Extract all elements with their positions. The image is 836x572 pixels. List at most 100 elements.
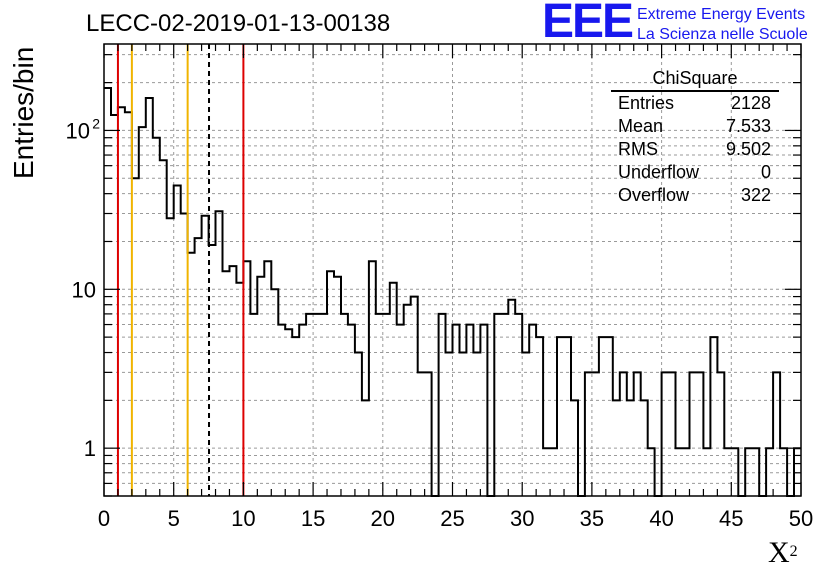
histogram-bin <box>376 314 383 496</box>
histogram-bin <box>529 325 536 496</box>
histogram-bin <box>292 337 299 496</box>
x-axis-label: X2 <box>768 536 798 570</box>
y-tick-label-superscript: 2 <box>92 115 100 131</box>
histogram-bin <box>446 353 453 496</box>
x-tick-label: 10 <box>231 506 255 531</box>
histogram-bin <box>689 372 696 496</box>
histogram-bin <box>766 448 773 496</box>
histogram-bin <box>222 271 229 496</box>
histogram-bin <box>669 372 676 496</box>
stats-box: ChiSquare Entries 2128 Mean 7.533 RMS 9.502… <box>611 66 779 207</box>
histogram-bin <box>404 305 411 496</box>
histogram-bin <box>327 271 334 496</box>
histogram-bin <box>306 314 313 496</box>
histogram-bin <box>710 337 717 496</box>
x-tick-label: 0 <box>98 506 110 531</box>
chart-title: LECC-02-2019-01-13-00138 <box>86 10 391 37</box>
histogram-bin <box>557 337 564 496</box>
histogram-bin <box>606 337 613 496</box>
histogram-bin <box>313 314 320 496</box>
histogram-bin <box>627 400 634 496</box>
stats-row-rms: RMS 9.502 <box>611 138 779 161</box>
histogram-bin <box>453 325 460 496</box>
stats-value: 9.502 <box>725 139 771 159</box>
histogram-bin <box>536 337 543 496</box>
stats-row-mean: Mean 7.533 <box>611 115 779 138</box>
histogram-bin <box>515 314 522 496</box>
histogram-bin <box>571 400 578 496</box>
histogram-bin <box>418 372 425 496</box>
histogram-bin <box>369 261 376 496</box>
histogram-bin <box>229 266 236 496</box>
histogram-bin <box>153 138 160 496</box>
x-tick-label: 35 <box>580 506 604 531</box>
stats-value: 322 <box>740 185 771 205</box>
histogram-bin <box>146 98 153 496</box>
histogram-bin <box>167 218 174 496</box>
x-tick-label: 15 <box>301 506 325 531</box>
histogram-bin <box>243 261 250 496</box>
histogram-bin <box>662 372 669 496</box>
histogram-bin <box>362 400 369 496</box>
histogram-bin <box>278 325 285 496</box>
histogram-bin <box>641 400 648 496</box>
x-axis-label-superscript: 2 <box>789 543 798 560</box>
histogram-bin <box>676 448 683 496</box>
histogram-bin <box>181 214 188 496</box>
x-tick-label: 20 <box>371 506 395 531</box>
histogram-bin <box>250 314 257 496</box>
stats-row-entries: Entries 2128 <box>611 92 779 115</box>
x-tick-label: 40 <box>649 506 673 531</box>
histogram-bin <box>724 448 731 496</box>
histogram-series <box>104 87 801 497</box>
histogram-bin <box>160 160 167 496</box>
x-tick-label: 50 <box>789 506 813 531</box>
histogram-bin <box>585 372 592 496</box>
logo-mark: EEE <box>542 0 634 48</box>
histogram-bin <box>390 283 397 496</box>
histogram-bin <box>634 372 641 496</box>
histogram-bin <box>683 448 690 496</box>
histogram-bin <box>439 314 446 496</box>
histogram-bin <box>257 277 264 496</box>
x-axis-label-base: X <box>768 536 790 569</box>
histogram-bin <box>236 283 243 496</box>
histogram-bin <box>543 448 550 496</box>
histogram-bin <box>264 261 271 496</box>
histogram-bin <box>299 325 306 496</box>
x-tick-label: 5 <box>168 506 180 531</box>
histogram-bin <box>459 353 466 496</box>
histogram-bin <box>334 277 341 496</box>
histogram-bin <box>397 325 404 496</box>
histogram-bin <box>341 314 348 496</box>
histogram-bin <box>139 127 146 496</box>
histogram-bin <box>752 448 759 496</box>
histogram-bin <box>425 372 432 496</box>
histogram-bin <box>383 314 390 496</box>
y-axis-label: Entries/bin <box>8 46 39 179</box>
stats-label: RMS <box>618 139 658 159</box>
y-tick-label: 10 <box>66 118 90 143</box>
histogram-bin <box>494 314 501 496</box>
histogram-bin <box>508 300 515 496</box>
histogram-bin <box>696 372 703 496</box>
histogram-bin <box>620 372 627 496</box>
histogram-bin <box>613 400 620 496</box>
histogram-bin <box>703 448 710 496</box>
histogram-bin <box>195 238 202 496</box>
histogram-bin <box>522 353 529 496</box>
stats-label: Entries <box>618 93 675 113</box>
histogram-bin <box>599 337 606 496</box>
stats-title: ChiSquare <box>611 66 779 92</box>
logo-line-2: La Scienza nelle Scuole <box>637 26 808 43</box>
stats-value: 2128 <box>730 93 771 113</box>
histogram-bin <box>550 448 557 496</box>
histogram-bin <box>780 448 787 496</box>
histogram-bin <box>564 337 571 496</box>
histogram-bin <box>773 372 780 496</box>
stats-label: Mean <box>618 116 664 136</box>
histogram-bin <box>731 448 738 496</box>
histogram-bin <box>271 289 278 496</box>
eee-logo: EEE Extreme Energy Events La Scienza nel… <box>540 0 836 48</box>
